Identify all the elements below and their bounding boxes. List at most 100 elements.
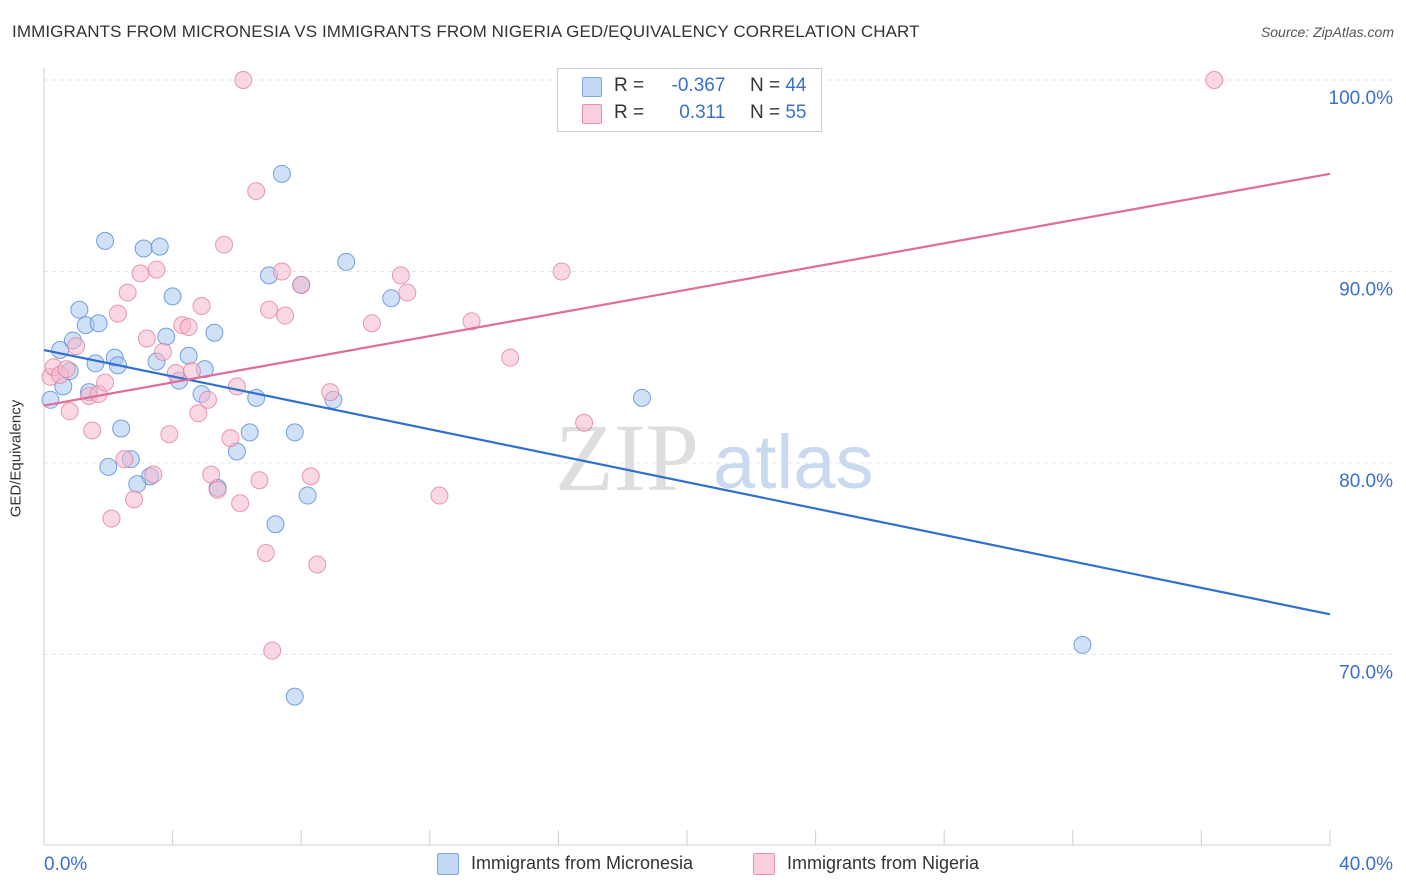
nigeria-point-9[interactable]	[96, 373, 115, 392]
nigeria-trend-line	[43, 172, 1331, 407]
micronesia-point-27[interactable]	[240, 423, 259, 442]
nigeria-point-13[interactable]	[118, 283, 137, 302]
micronesia-trend-line	[43, 348, 1331, 616]
nigeria-point-32[interactable]	[234, 71, 253, 89]
nigeria-point-7[interactable]	[83, 421, 102, 440]
nigeria-point-42[interactable]	[301, 467, 320, 486]
nigeria-point-5[interactable]	[67, 337, 86, 356]
micronesia-point-19[interactable]	[157, 327, 176, 346]
nigeria-point-28[interactable]	[208, 480, 227, 499]
nigeria-point-31[interactable]	[227, 377, 246, 396]
n-value: 55	[785, 102, 807, 123]
micronesia-point-17[interactable]	[150, 237, 169, 256]
nigeria-point-4[interactable]	[60, 402, 79, 421]
micronesia-point-7[interactable]	[89, 314, 108, 333]
micronesia-swatch	[582, 77, 602, 97]
y-tick-label-0: 100.0%	[1329, 88, 1394, 109]
micronesia-point-13[interactable]	[112, 419, 131, 438]
chart-title: IMMIGRANTS FROM MICRONESIA VS IMMIGRANTS…	[12, 22, 920, 41]
nigeria-point-50[interactable]	[501, 348, 520, 367]
micronesia-legend-label: Immigrants from Micronesia	[471, 853, 694, 873]
y-tick-label-1: 90.0%	[1339, 280, 1393, 301]
r-value: -0.367	[671, 75, 726, 96]
y-tick-label-3: 70.0%	[1339, 663, 1393, 684]
nigeria-point-46[interactable]	[391, 266, 410, 285]
micronesia-point-24[interactable]	[205, 323, 224, 342]
nigeria-point-47[interactable]	[398, 283, 417, 302]
r-label: R =	[614, 75, 645, 96]
micronesia-point-30[interactable]	[272, 164, 291, 183]
nigeria-point-11[interactable]	[108, 304, 127, 323]
micronesia-point-10[interactable]	[96, 231, 115, 250]
x-tick-label-0: 0.0%	[44, 854, 87, 875]
nigeria-point-20[interactable]	[160, 425, 179, 444]
nigeria-point-15[interactable]	[131, 264, 150, 283]
n-label: N =	[749, 75, 781, 96]
n-value: 44	[785, 75, 807, 96]
nigeria-point-18[interactable]	[147, 260, 166, 279]
micronesia-point-22[interactable]	[179, 346, 198, 365]
n-label: N =	[749, 102, 781, 123]
nigeria-point-41[interactable]	[292, 275, 311, 294]
source-credit: Source: ZipAtlas.com	[1260, 24, 1394, 40]
nigeria-point-40[interactable]	[276, 306, 295, 325]
nigeria-point-36[interactable]	[256, 544, 275, 563]
points-layer	[41, 71, 1224, 706]
nigeria-point-34[interactable]	[247, 182, 266, 201]
nigeria-point-16[interactable]	[137, 329, 156, 348]
trend-layer	[43, 172, 1331, 616]
nigeria-point-51[interactable]	[552, 262, 571, 281]
micronesia-point-15[interactable]	[99, 457, 118, 476]
nigeria-point-38[interactable]	[263, 641, 282, 660]
r-value: 0.311	[679, 102, 726, 123]
nigeria-point-19[interactable]	[153, 342, 172, 361]
x-tick-label-1: 40.0%	[1339, 854, 1393, 875]
micronesia-point-42[interactable]	[128, 475, 147, 494]
micronesia-point-38[interactable]	[632, 388, 651, 407]
nigeria-point-37[interactable]	[260, 300, 279, 319]
micronesia-point-20[interactable]	[163, 287, 182, 306]
nigeria-point-25[interactable]	[192, 296, 211, 315]
r-label: R =	[614, 102, 645, 123]
nigeria-point-12[interactable]	[115, 450, 134, 469]
micronesia-point-16[interactable]	[134, 239, 153, 258]
micronesia-point-40[interactable]	[285, 687, 304, 706]
nigeria-point-52[interactable]	[575, 413, 594, 432]
micronesia-point-8[interactable]	[86, 354, 105, 373]
nigeria-swatch	[582, 104, 602, 124]
micronesia-point-31[interactable]	[266, 515, 285, 534]
nigeria-point-48[interactable]	[430, 486, 449, 505]
nigeria-point-29[interactable]	[215, 235, 234, 254]
nigeria-point-14[interactable]	[125, 490, 144, 509]
micronesia-point-32[interactable]	[285, 423, 304, 442]
nigeria-legend-swatch	[753, 853, 775, 875]
nigeria-point-35[interactable]	[250, 471, 269, 490]
nigeria-legend-label: Immigrants from Nigeria	[787, 853, 980, 873]
nigeria-point-26[interactable]	[198, 390, 217, 409]
nigeria-point-30[interactable]	[221, 429, 240, 448]
nigeria-point-27[interactable]	[202, 465, 221, 484]
grid-lines	[44, 79, 1392, 655]
tick-labels: 100.0% 90.0% 80.0% 70.0% 0.0% 40.0%	[44, 88, 1393, 875]
nigeria-point-45[interactable]	[362, 314, 381, 333]
nigeria-point-33[interactable]	[231, 494, 250, 513]
nigeria-point-54[interactable]	[189, 404, 208, 423]
nigeria-point-17[interactable]	[144, 465, 163, 484]
nigeria-point-10[interactable]	[102, 509, 121, 528]
watermark: ZIP atlas	[555, 404, 874, 511]
nigeria-point-53[interactable]	[1205, 71, 1224, 89]
nigeria-point-3[interactable]	[57, 360, 76, 379]
nigeria-point-44[interactable]	[321, 383, 340, 402]
nigeria-point-39[interactable]	[272, 262, 291, 281]
micronesia-point-39[interactable]	[1073, 635, 1092, 654]
micronesia-point-5[interactable]	[70, 300, 89, 319]
y-tick-label-2: 80.0%	[1339, 471, 1393, 492]
nigeria-point-23[interactable]	[179, 318, 198, 337]
nigeria-point-49[interactable]	[462, 312, 481, 331]
nigeria-point-43[interactable]	[308, 555, 327, 574]
micronesia-point-37[interactable]	[382, 289, 401, 308]
micronesia-point-33[interactable]	[298, 486, 317, 505]
axes	[43, 68, 1331, 846]
micronesia-point-36[interactable]	[337, 252, 356, 271]
